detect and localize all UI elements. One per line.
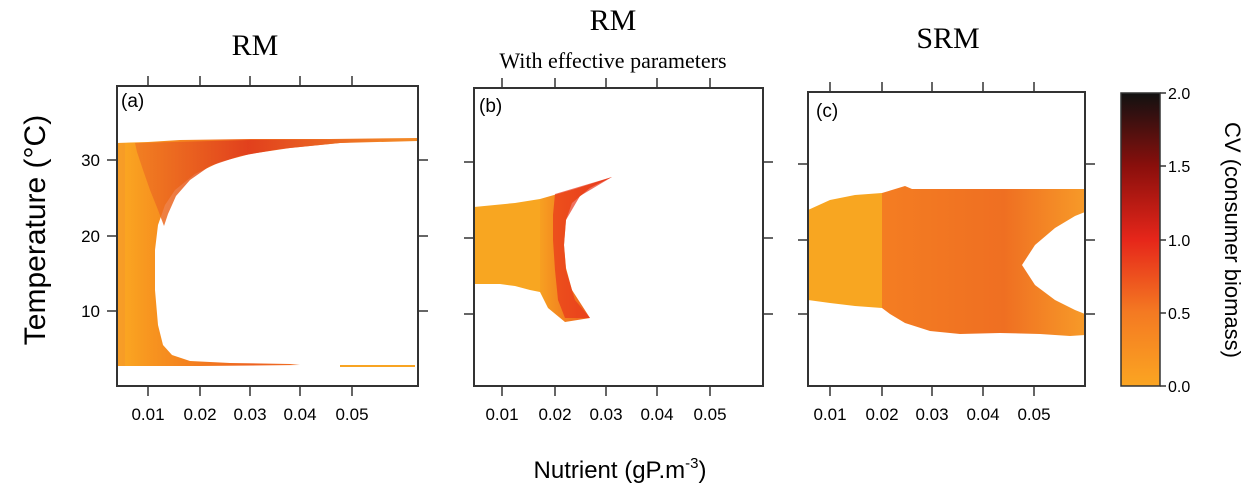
- panel-b-ticks: [464, 78, 773, 396]
- panel-b: (b) 0.01 0.02 0.03 0.04 0.05: [464, 78, 773, 424]
- x-axis-label: Nutrient (gP.m-3): [534, 455, 707, 484]
- panel-b-edge: [553, 177, 612, 318]
- panel-c-title: SRM: [916, 22, 979, 55]
- panel-c-frame: [807, 91, 1086, 387]
- panel-b-subtitle: With effective parameters: [499, 48, 726, 73]
- panel-c-ticks: [798, 82, 1095, 396]
- panel-a-xtick-label: 0.04: [283, 405, 316, 424]
- colorbar-tick-label: 0.5: [1168, 306, 1190, 323]
- colorbar: 2.0 1.5 1.0 0.5 0.0 CV (consumer biomass…: [1120, 86, 1245, 396]
- panel-b-heatmap: [474, 177, 612, 322]
- panel-a-xtick-label: 0.03: [233, 405, 266, 424]
- panel-a-ytick-label: 30: [81, 151, 100, 170]
- panel-a-low-strip: [340, 365, 415, 367]
- panel-c: (c) 0.01 0.02 0.03 0.04 0.05: [798, 82, 1095, 424]
- panel-c-xtick-label: 0.03: [915, 405, 948, 424]
- colorbar-tick-label: 1.5: [1168, 159, 1190, 176]
- panel-c-label: (c): [816, 101, 838, 122]
- panel-b-xtick-label: 0.02: [538, 405, 571, 424]
- panel-b-label: (b): [479, 96, 502, 117]
- panel-c-xtick-label: 0.01: [813, 405, 846, 424]
- x-axis-label-main: Nutrient (gP.m: [534, 457, 686, 484]
- panel-a-edge-upper: [117, 143, 125, 366]
- panel-a-heatmap: [117, 138, 418, 367]
- colorbar-label: CV (consumer biomass): [1220, 122, 1245, 358]
- panel-b-region-left: [474, 199, 540, 292]
- panel-a-ytick-labels: 30 20 10: [81, 151, 100, 321]
- colorbar-tick-label: 0.0: [1168, 379, 1190, 396]
- y-axis-label: Temperature (°C): [19, 115, 52, 345]
- panel-a-label: (a): [121, 91, 144, 112]
- panel-c-xtick-label: 0.02: [865, 405, 898, 424]
- colorbar-tick-label: 1.0: [1168, 233, 1190, 250]
- panel-b-xtick-label: 0.04: [640, 405, 673, 424]
- x-axis-label-sup: -3: [685, 455, 698, 472]
- panel-c-xtick-labels: 0.01 0.02 0.03 0.04 0.05: [813, 405, 1050, 424]
- panel-a-title: RM: [232, 29, 279, 62]
- panel-a: (a) 0.01 0.02 0.03 0.04 0.05 30 20 10: [81, 76, 428, 424]
- panel-a-xtick-label: 0.05: [335, 405, 368, 424]
- panel-c-region-left: [808, 193, 882, 308]
- panel-b-xtick-label: 0.03: [589, 405, 622, 424]
- panel-a-xtick-label: 0.02: [183, 405, 216, 424]
- panel-a-high-band: [135, 139, 418, 226]
- colorbar-ticks: [1160, 92, 1166, 387]
- panel-a-xtick-label: 0.01: [131, 405, 164, 424]
- colorbar-tick-labels: 2.0 1.5 1.0 0.5 0.0: [1168, 86, 1190, 396]
- panel-a-frame: [116, 85, 419, 387]
- colorbar-tick-label: 2.0: [1168, 86, 1190, 103]
- panel-c-heatmap: [808, 186, 1085, 336]
- panel-b-frame: [473, 87, 764, 387]
- panel-a-ticks: [107, 76, 428, 396]
- panel-a-ytick-label: 10: [81, 302, 100, 321]
- panel-b-xtick-label: 0.01: [485, 405, 518, 424]
- panel-c-region-right: [882, 186, 1085, 336]
- panel-c-xtick-label: 0.05: [1017, 405, 1050, 424]
- colorbar-gradient: [1120, 92, 1161, 387]
- panel-c-xtick-label: 0.04: [966, 405, 999, 424]
- panel-b-title: RM: [590, 4, 637, 37]
- panel-b-xtick-labels: 0.01 0.02 0.03 0.04 0.05: [485, 405, 726, 424]
- panel-a-xtick-labels: 0.01 0.02 0.03 0.04 0.05: [131, 405, 368, 424]
- panel-a-ytick-label: 20: [81, 227, 100, 246]
- panel-b-xtick-label: 0.05: [693, 405, 726, 424]
- x-axis-label-close: ): [698, 457, 706, 484]
